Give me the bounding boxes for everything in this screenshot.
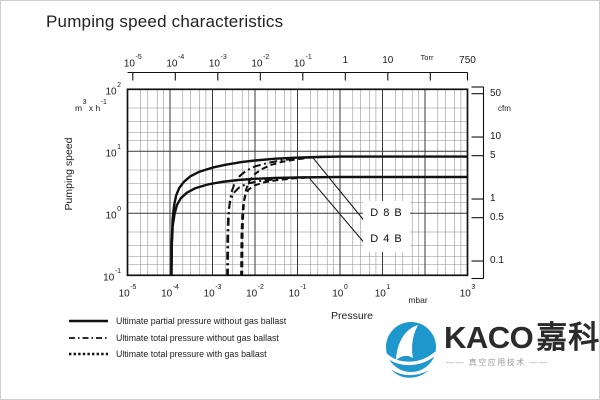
bottom-axis-tick-label: 10-3 — [203, 283, 222, 300]
right-axis-tick-label: 0.1 — [490, 255, 504, 267]
y-axis-title: Pumping speed — [63, 137, 75, 211]
left-axis-tick-label: 101 — [105, 143, 121, 160]
legend-item-total-with-ballast: Ultimate total pressure with gas ballast — [68, 349, 286, 359]
solid-line-swatch-icon — [69, 319, 108, 323]
bottom-axis-tick-label: 10-2 — [246, 283, 264, 300]
right-axis-tick-label: 0.5 — [490, 211, 504, 223]
dash-dot-line-swatch-icon — [69, 336, 108, 339]
x-axis-title: Pressure — [330, 310, 374, 322]
x-top-unit-label: Torr — [420, 53, 434, 62]
bottom-axis-tick-label: 10-1 — [288, 283, 307, 300]
right-axis-tick-label: 1 — [490, 193, 496, 205]
left-axis-tick-label: 100 — [105, 205, 121, 222]
legend-label: Ultimate total pressure without gas ball… — [116, 332, 279, 343]
top-axis-tick-label: 10-1 — [293, 53, 312, 70]
logo-text-kaco: KACO — [444, 320, 534, 355]
top-axis-tick-label: 10-4 — [166, 53, 185, 70]
legend-label: Ultimate total pressure with gas ballast — [116, 349, 267, 359]
bottom-axis-tick-label: 100 — [332, 283, 348, 300]
bottom-axis-tick-label: 101 — [374, 283, 391, 300]
logo-wordmark: KACO嘉科 — [444, 320, 600, 356]
pump-label-d4b: D 4 B — [370, 232, 403, 245]
right-axis-tick-label: 5 — [490, 149, 496, 161]
kaco-sail-logo-icon — [384, 322, 438, 378]
legend: Ultimate partial pressure without gas ba… — [68, 316, 286, 366]
chart-title: Pumping speed characteristics — [46, 12, 284, 31]
y-left-unit-label: m3 x h-1 — [75, 98, 107, 113]
legend-label: Ultimate partial pressure without gas ba… — [116, 316, 287, 326]
bottom-axis-tick-label: 10-4 — [161, 283, 179, 300]
bottom-axis-tick-label: 10-5 — [118, 283, 137, 300]
kaco-logo-text: KACO嘉科 —— 真空应用技术 —— — [444, 320, 600, 380]
top-axis-tick-label: 750 — [459, 55, 476, 66]
top-axis-tick-label: 10-2 — [251, 53, 270, 70]
left-axis-tick-label: 10-1 — [103, 267, 121, 284]
right-axis-tick-label: 50 — [490, 87, 502, 99]
top-axis-tick-label: 10 — [382, 55, 394, 66]
top-axis-tick-label: 1 — [342, 55, 349, 66]
legend-item-total-no-ballast: Ultimate total pressure without gas ball… — [68, 333, 286, 343]
dotted-line-swatch-icon — [69, 352, 108, 356]
left-axis-tick-label: 102 — [105, 81, 121, 98]
top-axis-tick-label: 10-5 — [123, 53, 142, 70]
x-bottom-unit-label: mbar — [408, 295, 428, 305]
top-axis-tick-label: 10-3 — [208, 53, 227, 70]
y-right-unit-label: cfm — [498, 104, 511, 113]
right-axis-tick-label: 10 — [490, 131, 502, 143]
legend-item-partial-no-ballast: Ultimate partial pressure without gas ba… — [68, 316, 286, 326]
kaco-logo: KACO嘉科 —— 真空应用技术 —— — [384, 320, 600, 380]
pump-model-label-box: D 8 B D 4 B — [363, 201, 410, 252]
logo-text-chinese: 嘉科 — [536, 320, 600, 355]
logo-tagline: —— 真空应用技术 —— — [446, 358, 549, 367]
pump-label-d8b: D 8 B — [370, 207, 403, 220]
bottom-axis-tick-label: 103 — [459, 283, 476, 300]
